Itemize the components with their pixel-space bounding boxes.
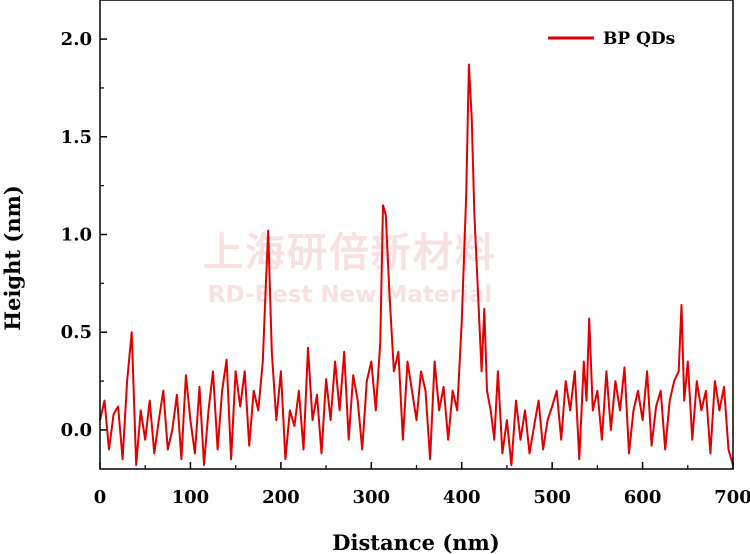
legend: BP QDs <box>548 29 675 49</box>
watermark: 上海研倍新材料 RD-Best New Material <box>203 230 497 308</box>
x-axis: 0 100 200 300 400 500 600 700 <box>94 462 750 508</box>
x-axis-title: Distance (nm) <box>332 530 499 554</box>
legend-label: BP QDs <box>603 29 675 49</box>
y-tick-label: 1.5 <box>61 127 92 148</box>
y-tick-label: 0.5 <box>61 322 92 343</box>
y-axis-title: Height (nm) <box>0 185 25 331</box>
y-tick-label: 1.0 <box>61 225 92 246</box>
x-tick-label: 0 <box>94 487 107 508</box>
watermark-en: RD-Best New Material <box>208 282 492 308</box>
x-tick-label: 400 <box>443 487 481 508</box>
y-tick-label: 0.0 <box>61 420 92 441</box>
x-tick-label: 600 <box>624 487 662 508</box>
y-axis: 0.0 0.5 1.0 1.5 2.0 <box>61 29 107 441</box>
x-tick-label: 300 <box>352 487 390 508</box>
x-tick-label: 100 <box>172 487 210 508</box>
series-layer <box>99 63 734 467</box>
watermark-cn: 上海研倍新材料 <box>203 230 497 276</box>
x-tick-label: 700 <box>714 487 750 508</box>
series-line-0 <box>99 63 734 467</box>
y-tick-label: 2.0 <box>61 29 92 50</box>
x-tick-label: 200 <box>262 487 300 508</box>
x-tick-label: 500 <box>533 487 571 508</box>
